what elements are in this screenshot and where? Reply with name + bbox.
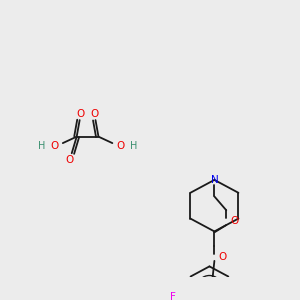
Text: F: F [170,292,176,300]
Text: O: O [76,109,85,119]
Text: O: O [66,155,74,165]
Text: O: O [116,141,124,151]
Text: N: N [211,175,218,185]
Text: O: O [90,109,99,119]
Text: O: O [218,252,226,262]
Text: O: O [51,141,59,151]
Text: H: H [38,141,45,151]
Text: O: O [230,216,238,226]
Text: H: H [130,141,138,151]
